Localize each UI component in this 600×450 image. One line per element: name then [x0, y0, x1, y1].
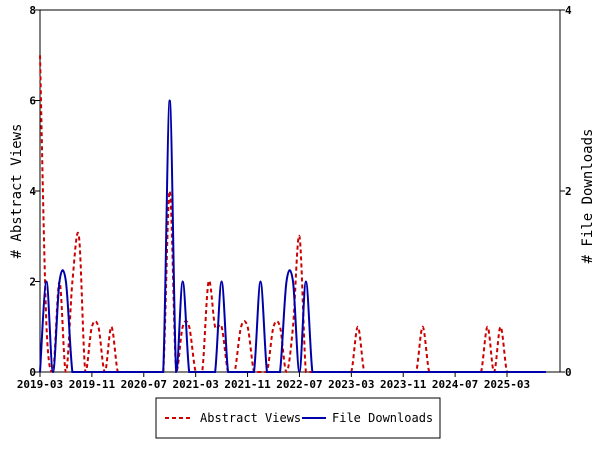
legend: Abstract Views File Downloads — [155, 397, 441, 439]
x-tick-label: 2020-07 — [121, 378, 167, 391]
series-layer — [39, 55, 546, 374]
tick-layer: 2019-03 2019-11 2020-07 2021-03 2021-11 2022-… — [17, 4, 572, 391]
y-right-tick-label: 2 — [565, 185, 572, 198]
x-tick-label: 2019-11 — [69, 378, 116, 391]
y-left-tick-label: 8 — [29, 4, 36, 17]
y-left-tick-label: 4 — [29, 185, 36, 198]
x-tick-label: 2021-11 — [224, 378, 271, 391]
series-line-abstract-views — [39, 55, 546, 374]
plot-frame — [39, 9, 561, 373]
y-left-tick-label: 2 — [29, 276, 36, 289]
y-left-axis-title: # Abstract Views — [9, 124, 25, 259]
x-tick-label: 2022-07 — [276, 378, 322, 391]
legend-box — [155, 397, 441, 439]
y-right-tick-label: 0 — [565, 366, 572, 379]
x-tick-label: 2021-03 — [172, 378, 218, 391]
x-tick-label: 2023-03 — [328, 378, 374, 391]
series-line-file-downloads — [39, 99, 546, 374]
x-tick-label: 2024-07 — [432, 378, 478, 391]
y-right-tick-label: 4 — [565, 4, 572, 17]
x-tick-label: 2019-03 — [17, 378, 63, 391]
x-tick-label: 2023-11 — [380, 378, 427, 391]
y-right-axis-title: # File Downloads — [580, 129, 596, 264]
legend-label-file-downloads: File Downloads — [332, 411, 433, 425]
x-tick-label: 2025-03 — [484, 378, 530, 391]
legend-label-abstract-views: Abstract Views — [200, 411, 301, 425]
y-left-tick-label: 6 — [29, 95, 36, 108]
y-left-tick-label: 0 — [29, 366, 36, 379]
